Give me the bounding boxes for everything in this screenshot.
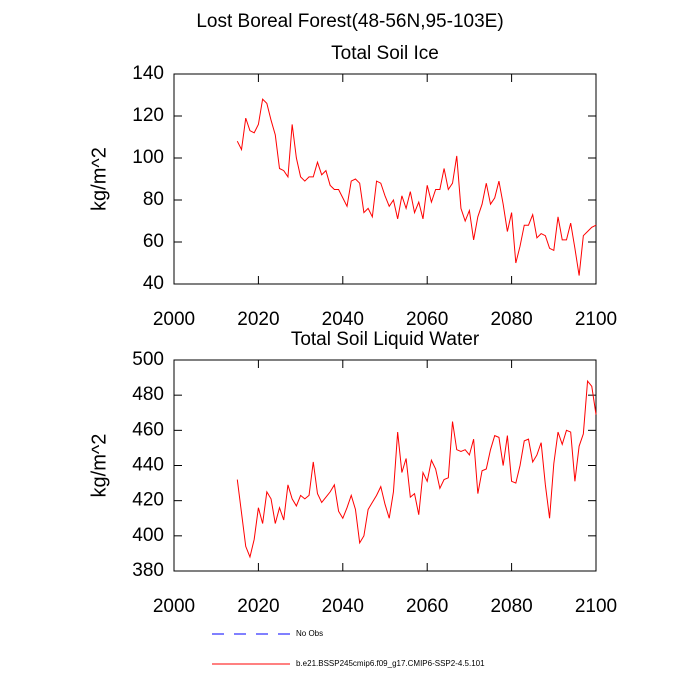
y-tick-label: 480 (132, 384, 164, 405)
chart-title: Total Soil Ice (331, 43, 439, 64)
data-line (236, 98, 597, 276)
x-tick-label: 2020 (237, 596, 279, 617)
x-tick-label: 2040 (322, 309, 364, 330)
y-tick-label: 420 (132, 490, 164, 511)
x-tick-label: 2000 (153, 309, 195, 330)
legend-label: b.e21.BSSP245cmip6.f09_g17.CMIP6-SSP2-4.… (296, 659, 485, 668)
y-tick-label: 80 (143, 189, 164, 210)
x-tick-label: 2080 (490, 309, 532, 330)
y-tick-label: 140 (132, 63, 164, 84)
y-tick-label: 440 (132, 455, 164, 476)
y-tick-label: 500 (132, 349, 164, 370)
y-tick-label: 120 (132, 105, 164, 126)
plot-frame (173, 359, 597, 572)
x-tick-label: 2060 (406, 596, 448, 617)
y-tick-label: 100 (132, 147, 164, 168)
y-tick-label: 460 (132, 419, 164, 440)
x-tick-label: 2020 (237, 309, 279, 330)
y-tick-label: 380 (132, 560, 164, 581)
chart-title: Total Soil Liquid Water (291, 329, 480, 350)
x-tick-label: 2000 (153, 596, 195, 617)
x-tick-label: 2100 (575, 596, 617, 617)
data-line (236, 379, 597, 559)
x-tick-label: 2080 (490, 596, 532, 617)
y-tick-label: 400 (132, 525, 164, 546)
x-tick-label: 2060 (406, 309, 448, 330)
x-tick-label: 2100 (575, 309, 617, 330)
y-tick-label: 60 (143, 231, 164, 252)
legend-label: No Obs (296, 629, 323, 638)
y-axis-label: kg/m^2 (88, 147, 110, 211)
page-title: Lost Boreal Forest(48-56N,95-103E) (196, 11, 503, 32)
plot-frame (173, 73, 597, 285)
y-axis-label: kg/m^2 (88, 434, 110, 498)
y-tick-label: 40 (143, 273, 164, 294)
x-tick-label: 2040 (322, 596, 364, 617)
